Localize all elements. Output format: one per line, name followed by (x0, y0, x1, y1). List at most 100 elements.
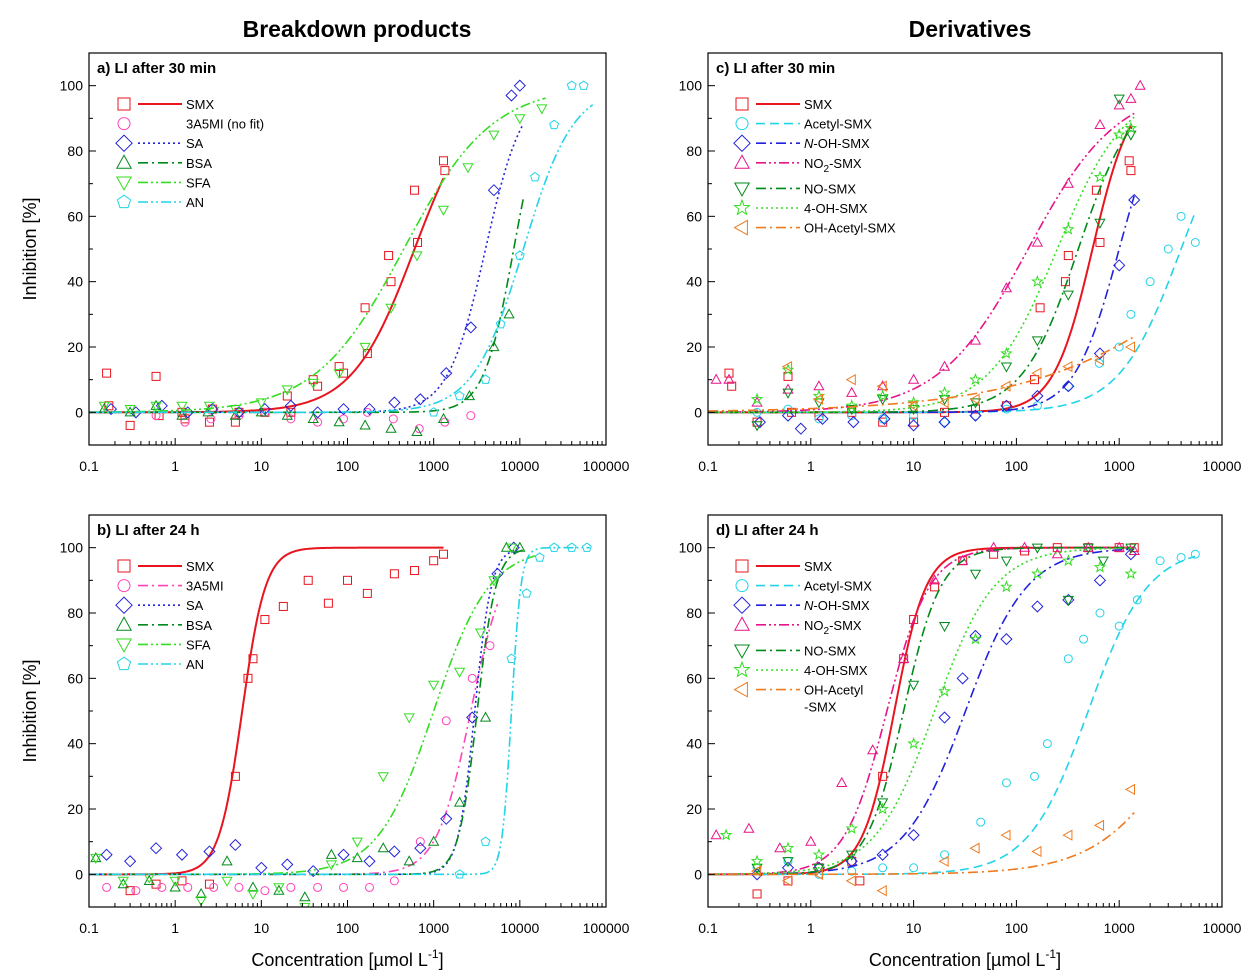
data-point-acetyl-smx (1176, 211, 1186, 221)
y-tick-label-a: 20 (67, 339, 83, 355)
legend-label-subscript: 2 (824, 164, 830, 175)
legend-label-subscript: 2 (824, 626, 830, 637)
data-point-sa (175, 848, 189, 861)
data-point-n-oh-smx (1000, 633, 1013, 646)
x-tick-label-a: 100000 (583, 458, 630, 474)
data-point-acetyl-smx (878, 863, 888, 873)
x-tick-label-a: 10 (254, 458, 270, 474)
plot-frame-c (707, 52, 1223, 446)
data-point-smx (1063, 251, 1073, 261)
legend-label-sfa: SFA (186, 175, 211, 190)
data-point-sa (255, 861, 268, 874)
data-point-3a5mi (339, 882, 349, 892)
data-point-smx (362, 588, 372, 598)
data-point-4-oh-smx (907, 737, 920, 750)
data-point-smx (125, 886, 135, 896)
data-point-oh-acetyl-smx (938, 396, 949, 409)
fit-curve-bsa (89, 197, 525, 414)
x-tick-label-b: 0.1 (79, 920, 99, 936)
data-point-no-smx (1125, 130, 1137, 141)
data-point-oh-acetyl-smx (907, 400, 918, 412)
data-point-oh-acetyl-smx (1124, 341, 1136, 353)
legend-label-rest: -OH-SMX (813, 136, 870, 151)
x-tick-label-a: 100 (336, 458, 360, 474)
legend-label-sa: SA (186, 136, 204, 151)
legend-b: SMX 3A5MI SA BSA SFA AN (115, 559, 224, 672)
data-point-smx (343, 575, 352, 585)
data-point-4-oh-smx (719, 828, 733, 841)
data-point-no2-smx (1062, 177, 1074, 188)
data-point-an (549, 119, 560, 130)
data-point-4-oh-smx (1112, 128, 1126, 141)
data-point-smx (362, 349, 372, 359)
data-point-sfa (411, 251, 423, 262)
chart-panel-b: b) LI after 24 h 0.1 1 10 100 1000 10000 10000… (20, 514, 630, 970)
data-point-sfa (453, 667, 466, 678)
y-tick-label-a: 0 (75, 404, 83, 420)
data-point-acetyl-smx (878, 414, 888, 424)
axes-d: 0.1 1 10 100 1000 10000 0 20 40 60 80 100 (679, 514, 1242, 936)
data-point-bsa (247, 881, 259, 892)
legend-label-bsa: BSA (186, 156, 212, 171)
data-point-3a5mi (313, 882, 323, 892)
data-point-no-smx (1062, 595, 1074, 606)
fit-curve-acetyl-smx (708, 211, 1197, 414)
data-point-acetyl-smx (1001, 778, 1011, 788)
data-point-3a5mi (286, 882, 296, 892)
data-point-an (480, 374, 491, 384)
data-point-n-oh-smx (1031, 389, 1044, 403)
data-point-no-smx (846, 850, 858, 861)
legend-label-part: NO (804, 618, 824, 633)
data-point-oh-acetyl-smx (876, 885, 887, 897)
data-point-sa (513, 79, 526, 92)
data-point-sa (281, 858, 294, 871)
data-group-d (708, 541, 1200, 899)
data-point-n-oh-smx (956, 672, 969, 685)
x-tick-label-b: 100 (336, 920, 360, 936)
data-point-sa (466, 711, 479, 724)
data-point-smx (930, 582, 940, 592)
data-point-no-smx (877, 798, 889, 809)
data-point-3a5mi (234, 882, 244, 892)
legend-marker-bsa (115, 154, 133, 169)
fit-curve-sfa (89, 555, 536, 876)
y-tick-label-a: 80 (67, 143, 83, 159)
data-point-n-oh-smx (1124, 548, 1138, 561)
data-point-sfa (221, 876, 233, 887)
data-point-bsa (98, 403, 110, 414)
legend-marker-n-oh-smx (733, 134, 751, 153)
data-point-no-smx (907, 680, 920, 691)
data-point-bsa (143, 874, 155, 885)
legend-marker-3a5mi-no-fit (117, 117, 131, 131)
fit-curve-oh-acetyl-smx (708, 811, 1135, 876)
x-axis-label-text-b: Concentration [µmol L (251, 950, 427, 970)
legend-c: SMXAcetyl-SMXN-OH-SMXNO2-SMXNO-SMX4-OH-S… (733, 97, 896, 236)
legend-label-3a5mi: 3A5MI (186, 579, 224, 594)
data-point-4-oh-smx (876, 389, 889, 402)
data-point-no-smx (1097, 556, 1109, 567)
data-point-bsa (221, 855, 233, 866)
data-point-sfa (325, 860, 338, 871)
data-point-3a5mi (415, 837, 425, 847)
data-point-n-oh-smx (1113, 259, 1126, 272)
data-point-smx (1030, 375, 1040, 385)
data-point-4-oh-smx (1000, 346, 1013, 359)
chart-panel-c: c) LI after 30 min 0.1 1 10 100 1000 10000 0 20… (679, 52, 1242, 474)
data-point-oh-acetyl-smx (969, 842, 980, 854)
fit-curve-sa (89, 549, 517, 876)
fit-curve-smx (89, 177, 445, 414)
data-point-no2-smx (987, 541, 1000, 552)
data-point-sa (337, 848, 350, 861)
plot-frame-a (88, 52, 607, 446)
data-point-4-oh-smx (845, 399, 858, 412)
x-axis-label-d: Concentration [µmol L-1] (869, 947, 1061, 970)
data-point-bsa (385, 422, 397, 433)
x-tick-label-c: 100 (1005, 458, 1029, 474)
y-tick-label-c: 60 (686, 208, 702, 224)
legend-label-italic: N (804, 598, 814, 613)
data-point-n-oh-smx (1128, 193, 1141, 207)
data-point-smx (847, 856, 857, 866)
legend-marker-an (116, 656, 132, 671)
data-point-no-smx (782, 857, 794, 868)
data-point-sa (363, 402, 376, 416)
